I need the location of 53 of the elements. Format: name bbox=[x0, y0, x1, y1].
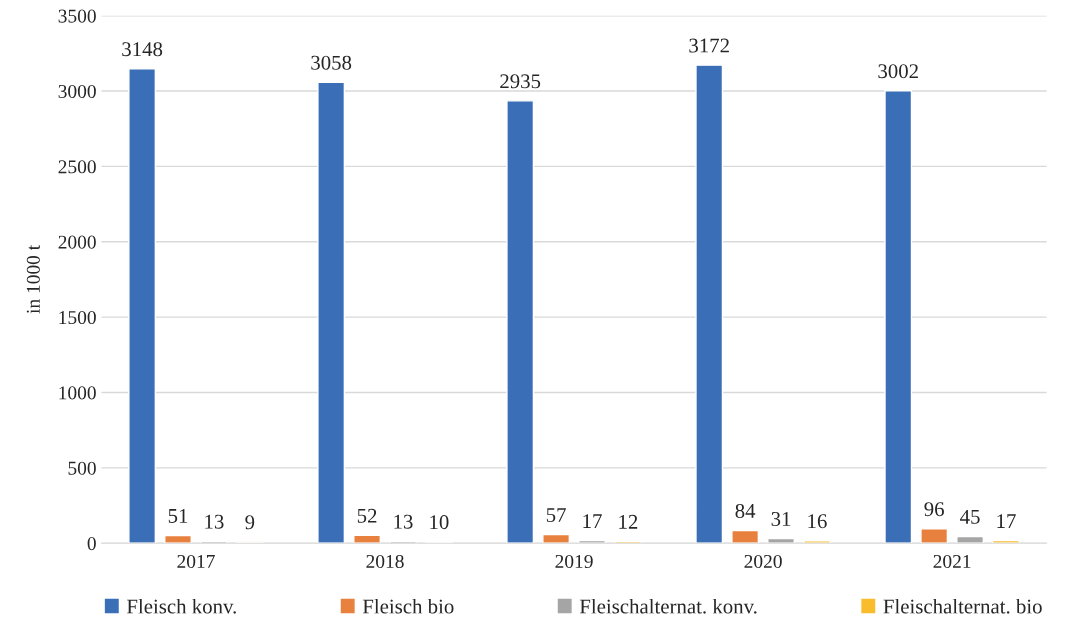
bar bbox=[767, 537, 795, 544]
data-label: 3002 bbox=[878, 64, 918, 79]
bar bbox=[353, 534, 381, 544]
bar bbox=[920, 528, 949, 544]
y-tick-label: 3000 bbox=[58, 84, 96, 98]
data-label: 2935 bbox=[500, 74, 541, 89]
legend-label: Fleischalternat. bio bbox=[883, 598, 1042, 614]
data-label: 10 bbox=[430, 515, 449, 530]
legend-label: Fleischalternat. konv. bbox=[579, 598, 757, 614]
data-label: 57 bbox=[546, 508, 566, 523]
data-label: 84 bbox=[735, 503, 756, 518]
bar bbox=[317, 81, 346, 544]
y-tick-label: 1500 bbox=[59, 310, 96, 325]
data-label: 13 bbox=[394, 514, 413, 529]
y-tick-label: 2500 bbox=[58, 160, 96, 174]
data-label: 16 bbox=[808, 514, 827, 529]
bar bbox=[578, 539, 606, 544]
data-label: 45 bbox=[960, 509, 980, 524]
x-tick-label: 2017 bbox=[177, 554, 215, 569]
bar bbox=[884, 90, 913, 544]
data-label: 31 bbox=[771, 511, 791, 526]
x-tick-label: 2018 bbox=[366, 554, 404, 569]
y-tick-label: 3500 bbox=[58, 9, 96, 23]
data-label: 3148 bbox=[122, 42, 163, 57]
bar bbox=[542, 533, 571, 544]
bar bbox=[695, 64, 724, 544]
bar bbox=[803, 540, 831, 544]
data-label: 9 bbox=[245, 515, 255, 530]
data-label: 17 bbox=[583, 514, 602, 528]
data-label: 51 bbox=[168, 509, 188, 523]
bar bbox=[506, 100, 535, 544]
bar bbox=[164, 534, 192, 544]
legend-label: Fleisch konv. bbox=[126, 598, 236, 614]
y-axis-title: in 1000 t bbox=[26, 245, 40, 314]
bar bbox=[956, 535, 985, 544]
x-tick-label: 2019 bbox=[555, 554, 593, 569]
y-tick-label: 2000 bbox=[58, 235, 96, 249]
x-tick-label: 2021 bbox=[933, 554, 971, 569]
data-label: 3058 bbox=[311, 55, 352, 70]
x-tick-label: 2020 bbox=[744, 554, 782, 569]
data-label: 96 bbox=[924, 502, 944, 517]
data-label: 13 bbox=[205, 514, 224, 529]
data-label: 12 bbox=[619, 514, 638, 529]
y-tick-label: 1000 bbox=[59, 386, 96, 400]
bar bbox=[731, 529, 760, 544]
data-label: 3172 bbox=[689, 38, 729, 53]
y-tick-label: 500 bbox=[68, 461, 96, 475]
y-tick-label: 0 bbox=[87, 537, 96, 551]
bar bbox=[992, 539, 1020, 544]
data-label: 17 bbox=[997, 514, 1016, 528]
data-label: 52 bbox=[357, 508, 377, 523]
bar bbox=[128, 68, 157, 544]
legend-label: Fleisch bio bbox=[362, 598, 454, 614]
